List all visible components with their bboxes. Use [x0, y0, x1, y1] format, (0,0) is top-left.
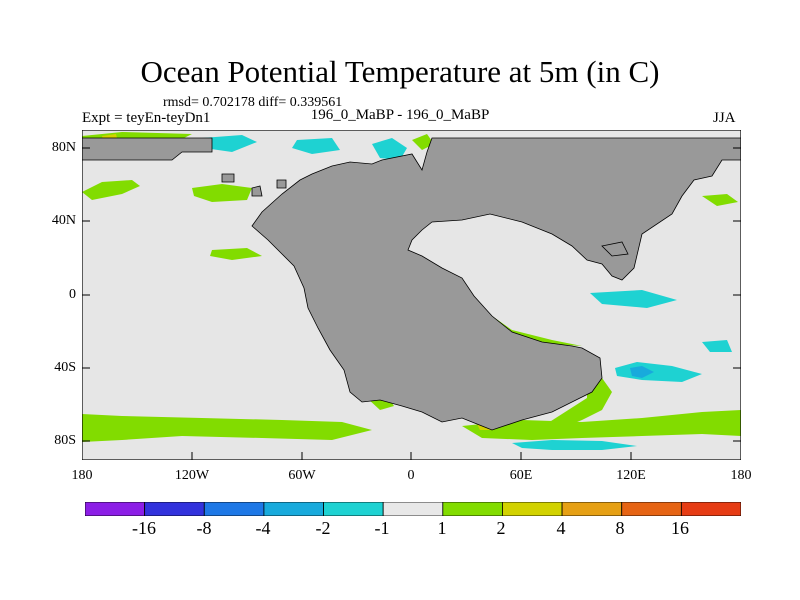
- y-tick: 80S: [54, 433, 76, 448]
- colorbar-label: -8: [196, 518, 212, 538]
- y-tick: 40N: [51, 213, 76, 228]
- colorbar-box: [680, 502, 741, 516]
- colorbar-label: 8: [615, 518, 625, 538]
- x-tick: 60E: [509, 468, 533, 483]
- y-tick: 40S: [54, 360, 76, 375]
- colorbar-label: -4: [255, 518, 271, 538]
- temperature-difference-map: [82, 130, 741, 460]
- colorbar-label: -1: [374, 518, 390, 538]
- colorbar-box: [203, 502, 265, 516]
- x-tick: 120W: [174, 468, 210, 483]
- blue-anomaly: [630, 366, 654, 378]
- colorbar-box: [85, 502, 146, 516]
- colorbar-box: [323, 502, 384, 516]
- x-tick: 120E: [616, 468, 646, 483]
- x-tick: 180: [71, 468, 93, 483]
- stats-label: rmsd= 0.702178 diff= 0.339561: [163, 95, 343, 110]
- x-tick: 60W: [288, 468, 316, 483]
- experiment-label: Expt = teyEn-teyDn1: [82, 110, 211, 126]
- colorbar: [85, 502, 741, 516]
- colorbar-label: 2: [496, 518, 506, 538]
- season-label: JJA: [713, 110, 736, 126]
- colorbar-box: [263, 502, 324, 516]
- colorbar-label: 1: [437, 518, 447, 538]
- axis-ticks: [82, 147, 741, 460]
- colorbar-box: [442, 502, 503, 516]
- colorbar-box: [144, 502, 205, 516]
- colorbar-box: [561, 502, 623, 516]
- colorbar-label: -16: [132, 518, 156, 538]
- colorbar-label: -2: [315, 518, 331, 538]
- colorbar-label: 16: [671, 518, 689, 538]
- y-tick: 80N: [51, 140, 76, 155]
- land-masses: [82, 137, 741, 431]
- case-label: 196_0_MaBP - 196_0_MaBP: [310, 107, 490, 123]
- colorbar-box: [502, 502, 563, 516]
- colorbar-label: 4: [556, 518, 566, 538]
- map-title: Ocean Potential Temperature at 5m (in C): [140, 54, 660, 89]
- colorbar-box: [621, 502, 682, 516]
- y-tick: 0: [69, 287, 76, 302]
- colorbar-box: [382, 502, 444, 516]
- x-tick: 0: [407, 468, 415, 483]
- x-tick: 180: [730, 468, 752, 483]
